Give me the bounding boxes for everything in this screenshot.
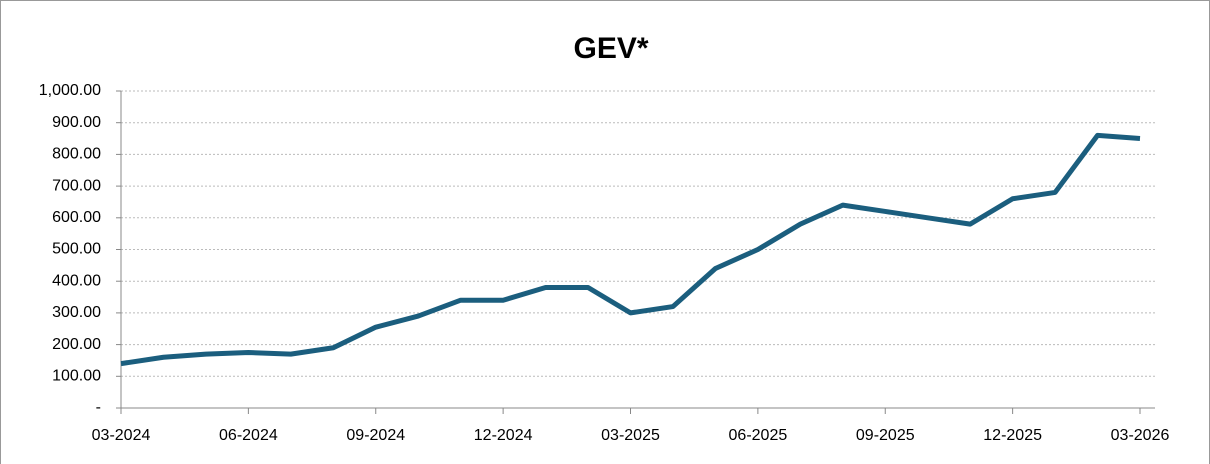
x-tick-label: 03-2024 bbox=[92, 427, 151, 444]
x-tick-label: 12-2024 bbox=[474, 427, 533, 444]
x-tick-label: 09-2024 bbox=[346, 427, 405, 444]
y-tick-label: 300.00 bbox=[52, 304, 101, 321]
y-tick-label: 400.00 bbox=[52, 272, 101, 289]
y-tick-label: 200.00 bbox=[52, 336, 101, 353]
y-tick-label: - bbox=[96, 399, 101, 416]
chart-title: GEV* bbox=[573, 32, 648, 65]
price-line bbox=[120, 132, 1141, 367]
x-tick-label: 12-2025 bbox=[983, 427, 1042, 444]
x-tick-label: 06-2024 bbox=[219, 427, 278, 444]
y-tick-label: 100.00 bbox=[52, 368, 101, 385]
y-tick-label: 500.00 bbox=[52, 241, 101, 258]
x-tick-label: 03-2025 bbox=[601, 427, 660, 444]
y-tick-label: 700.00 bbox=[52, 177, 101, 194]
x-tick-label: 03-2026 bbox=[1111, 427, 1170, 444]
y-tick-label: 900.00 bbox=[52, 114, 101, 131]
x-tick-label: 06-2025 bbox=[729, 427, 788, 444]
x-tick-label: 09-2025 bbox=[856, 427, 915, 444]
y-tick-label: 1,000.00 bbox=[39, 82, 101, 99]
y-tick-label: 600.00 bbox=[52, 209, 101, 226]
y-tick-label: 800.00 bbox=[52, 146, 101, 163]
